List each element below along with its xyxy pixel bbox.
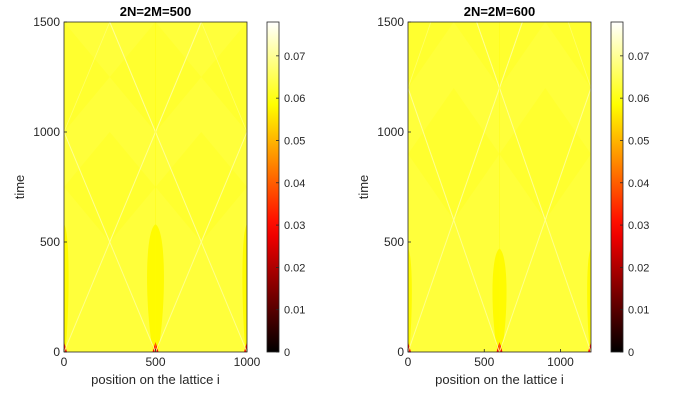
heatmap-panel-right: 0 500 1000 0 500 1000 1500 2N=2M=600 position on…	[356, 4, 649, 387]
diamond-region	[155, 132, 247, 242]
front-line	[499, 22, 523, 89]
x-tick-label: 500	[474, 355, 494, 369]
front-line	[408, 22, 432, 89]
x-tick-label: 500	[145, 355, 165, 369]
y-tick-label: 1000	[377, 125, 404, 139]
y-axis-label: time	[12, 175, 27, 200]
y-axis-label: time	[356, 175, 371, 200]
heatmap-field	[408, 22, 591, 352]
front-line	[155, 22, 202, 133]
front-line	[476, 22, 500, 89]
hot-lobe	[587, 248, 591, 352]
front-line	[544, 86, 591, 221]
front-line	[590, 86, 591, 88]
diamond-region	[408, 88, 500, 220]
front-line	[64, 22, 111, 133]
colorbar-tick-label: 0	[628, 347, 634, 359]
front-line	[64, 130, 111, 243]
front-line	[408, 350, 409, 352]
y-tick-label: 1000	[33, 125, 60, 139]
x-axis-label: position on the lattice i	[435, 372, 564, 387]
heatmap-field	[64, 22, 247, 352]
y-tick-label: 500	[384, 235, 404, 249]
y-tick-label: 1500	[377, 15, 404, 29]
colorbar-gradient	[610, 21, 624, 353]
x-tick-label: 0	[405, 355, 412, 369]
colorbar-tick-label: 0.05	[284, 135, 305, 147]
colorbar-tick-label: 0.07	[284, 51, 305, 63]
colorbar-tick-label: 0.03	[284, 220, 305, 232]
x-tick-label: 0	[61, 355, 68, 369]
hot-lobe	[408, 248, 412, 352]
colorbar-tick-label: 0.06	[628, 93, 649, 105]
y-tick-label: 0	[53, 345, 60, 359]
colorbar-tick-label: 0.05	[628, 135, 649, 147]
y-tick-label: 500	[40, 235, 60, 249]
colorbar: 0 0.01 0.02 0.03 0.04 0.05 0.06 0.07	[610, 21, 649, 359]
y-tick-label: 1500	[33, 15, 60, 29]
diamond-region	[408, 22, 454, 88]
front-line	[200, 22, 247, 133]
front-line	[64, 350, 65, 352]
chart-title: 2N=2M=600	[464, 4, 536, 19]
front-line	[567, 22, 591, 89]
colorbar-tick-label: 0.06	[284, 93, 305, 105]
hot-lobe	[242, 224, 247, 352]
colorbar-tick-label: 0.01	[628, 305, 649, 317]
hot-lobe	[64, 224, 69, 352]
colorbar-tick-label: 0.01	[284, 305, 305, 317]
colorbar-tick-label: 0.02	[284, 262, 305, 274]
front-line	[109, 22, 156, 133]
colorbar-gradient	[266, 21, 280, 353]
y-tick-label: 0	[397, 345, 404, 359]
front-line	[408, 86, 455, 221]
colorbar: 0 0.01 0.02 0.03 0.04 0.05 0.06 0.07	[266, 21, 305, 359]
colorbar-tick-label: 0	[284, 347, 290, 359]
front-line	[64, 130, 65, 132]
diamond-region	[545, 22, 591, 88]
diamond-region	[64, 132, 156, 242]
colorbar-tick-label: 0.07	[628, 51, 649, 63]
axes-box	[407, 21, 592, 353]
front-line	[408, 86, 409, 88]
diamond-region	[499, 88, 591, 220]
x-axis-label: position on the lattice i	[91, 372, 220, 387]
colorbar-tick-label: 0.03	[628, 220, 649, 232]
x-tick-label: 1000	[547, 355, 574, 369]
x-tick-label: 1000	[234, 355, 261, 369]
colorbar-tick-label: 0.04	[284, 178, 305, 190]
chart-title: 2N=2M=500	[120, 4, 192, 19]
colorbar-tick-label: 0.04	[628, 178, 649, 190]
heatmap-panel-left: 0 500 1000 0 500 1000 1500 2N=2M=500 position on…	[12, 4, 305, 387]
colorbar-tick-label: 0.02	[628, 262, 649, 274]
front-line	[200, 130, 247, 243]
